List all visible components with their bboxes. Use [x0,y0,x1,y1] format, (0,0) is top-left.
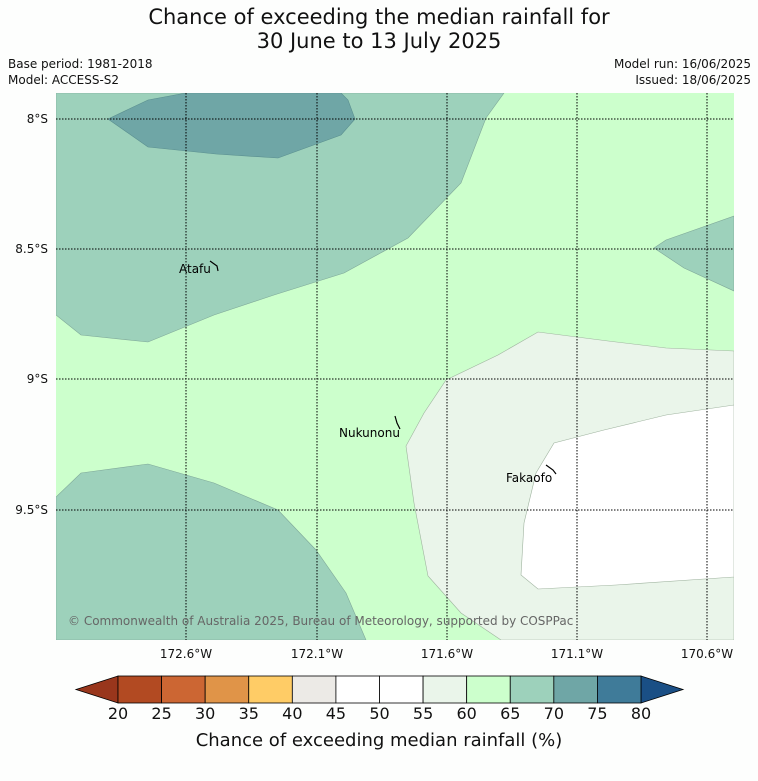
map-area[interactable] [56,93,734,640]
region-70-75-north [107,93,356,159]
lat-label-9-5s: 9.5°S [15,503,48,517]
colorbar-tick-label: 20 [107,704,129,723]
atoll-nukunonu-shape [394,415,401,430]
map-title: Chance of exceeding the median rainfall … [0,5,758,53]
meta-left: Base period: 1981-2018 Model: ACCESS-S2 [8,56,153,88]
colorbar-label: Chance of exceeding median rainfall (%) [195,730,563,751]
lat-label-9s: 9°S [26,372,48,386]
atoll-atafu-shape [209,260,219,272]
colorbar-tick-label: 65 [500,704,521,723]
lon-label-172-1w: 172.1°W [290,647,344,661]
map-canvas [56,93,734,640]
lon-label-171-6w: 171.6°W [420,647,474,661]
colorbar-tick-label: 50 [369,704,390,723]
place-fakaofo: Fakaofo [506,471,553,485]
colorbar-segment [248,675,293,704]
colorbar-segment [509,675,555,704]
colorbar-segment [597,675,642,704]
title-line-2: 30 June to 13 July 2025 [256,29,502,53]
colorbar-tick-label: 55 [412,704,434,723]
region-65-70-north [56,93,505,343]
atoll-fakaofo-shape [545,464,557,475]
colorbar-segment [117,675,162,704]
place-atafu: Atafu [179,262,211,276]
colorbar-segment [291,675,337,704]
colorbar-over-arrow [640,675,685,704]
model-name: Model: ACCESS-S2 [8,73,120,87]
colorbar-tick-label: 35 [238,704,259,723]
colorbar-segment [422,675,468,704]
issued-date: Issued: 18/06/2025 [635,73,751,87]
colorbar-tick-label: 70 [543,704,564,723]
lon-label-172-6w: 172.6°W [159,647,213,661]
lat-label-8-5s: 8.5°S [15,242,48,256]
lon-label-171-1w: 171.1°W [550,647,604,661]
colorbar-segment [204,675,250,704]
colorbar-segment [335,675,380,704]
colorbar-segment [466,675,511,704]
colorbar-segment [553,675,598,704]
colorbar-tick-label: 80 [630,704,652,723]
colorbar-tick-label: 75 [587,704,608,723]
region-45-55-southeast [520,404,734,590]
title-line-1: Chance of exceeding the median rainfall … [148,5,610,29]
region-65-70-southwest [56,463,367,640]
base-period: Base period: 1981-2018 [8,57,153,71]
lon-label-170-6w: 170.6°W [680,647,734,661]
copyright-notice: © Commonwealth of Australia 2025, Bureau… [68,614,574,628]
colorbar-tick-label: 30 [194,704,216,723]
colorbar-segment [161,675,206,704]
place-nukunonu: Nukunonu [339,426,400,440]
meta-right: Model run: 16/06/2025 Issued: 18/06/2025 [614,56,751,88]
colorbar-tick-label: 25 [151,704,172,723]
colorbar-under-arrow [74,675,119,704]
colorbar-tick-label: 45 [325,704,347,723]
colorbar-segment [379,675,424,704]
region-65-70-east [653,215,734,292]
colorbar-tick-label: 40 [282,704,303,723]
colorbar-tick-label: 60 [456,704,477,723]
graticule [56,93,734,640]
lat-label-8s: 8°S [26,112,48,126]
model-run: Model run: 16/06/2025 [613,57,751,71]
